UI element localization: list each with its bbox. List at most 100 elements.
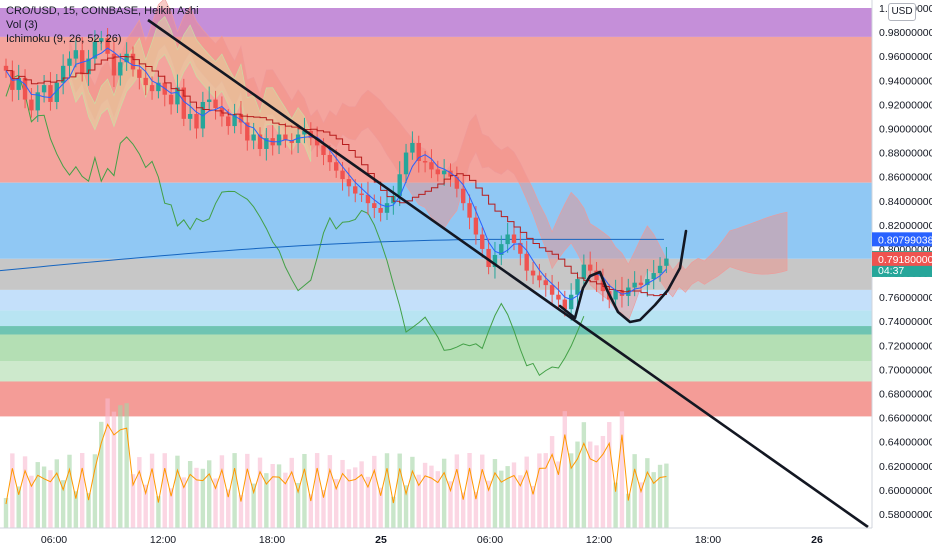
price-tick-label: 0.84000000 xyxy=(879,196,932,208)
price-tick-label: 0.62000000 xyxy=(879,461,932,473)
volume-bar xyxy=(270,463,275,528)
candle-body xyxy=(435,169,440,175)
candle-body xyxy=(149,85,155,92)
volume-bar xyxy=(397,453,402,528)
candle-body xyxy=(664,258,669,266)
volume-bar xyxy=(492,459,498,528)
volume-bar xyxy=(410,456,415,528)
price-tick-label: 0.68000000 xyxy=(879,389,932,401)
candle-body xyxy=(207,99,212,102)
volume-bar xyxy=(384,453,390,528)
currency-badge[interactable]: USD xyxy=(888,3,916,21)
price-tick-label: 0.92000000 xyxy=(879,99,932,111)
volume-bar xyxy=(467,453,472,528)
candle-body xyxy=(441,170,447,175)
candle-body xyxy=(194,114,199,129)
countdown-value: 04:37 xyxy=(878,265,904,277)
candle-body xyxy=(181,87,186,119)
volume-bar xyxy=(416,474,421,528)
volume-bar xyxy=(619,411,625,528)
candle-body xyxy=(22,77,28,100)
candle-body xyxy=(334,162,339,171)
volume-bar xyxy=(613,482,618,528)
volume-bar xyxy=(480,454,485,528)
candle-body xyxy=(99,38,104,42)
time-tick-label: 06:00 xyxy=(477,534,503,546)
candle-body xyxy=(302,130,307,135)
volume-bar xyxy=(219,455,225,528)
volume-bar xyxy=(16,486,21,528)
candle-body xyxy=(226,116,231,127)
price-tick-label: 0.98000000 xyxy=(879,27,932,39)
volume-bar xyxy=(245,453,250,528)
volume-bar xyxy=(118,405,123,528)
time-tick-label: 12:00 xyxy=(586,534,612,546)
ichimoku-cloud-bullish xyxy=(69,16,312,162)
candle-body xyxy=(137,69,142,78)
volume-bar xyxy=(549,436,555,528)
volume-bar xyxy=(441,458,447,528)
candle-body xyxy=(410,142,415,153)
volume-bar xyxy=(645,458,650,528)
candle-body xyxy=(638,282,644,286)
candle-body xyxy=(41,85,47,93)
volume-bar xyxy=(251,483,256,528)
volume-bar xyxy=(187,460,193,528)
volume-bar xyxy=(67,454,72,528)
price-tick-label: 0.86000000 xyxy=(879,172,932,184)
volume-bar xyxy=(143,484,148,528)
volume-ma-line xyxy=(5,423,667,505)
volume-bar xyxy=(327,455,333,528)
price-tick-label: 0.76000000 xyxy=(879,292,932,304)
candle-body xyxy=(124,53,129,63)
candle-body xyxy=(473,217,479,235)
price-tag xyxy=(872,232,932,247)
price-tick-label: 0.94000000 xyxy=(879,75,932,87)
candle-body xyxy=(492,254,498,268)
volume-bar xyxy=(391,496,396,528)
symbol-title[interactable]: CRO/USD, 15, COINBASE, Heikin Ashi xyxy=(6,5,199,17)
price-tick-label: 0.64000000 xyxy=(879,437,932,449)
candle-body xyxy=(54,82,59,102)
price-tick-label: 0.90000000 xyxy=(879,123,932,135)
volume-bar xyxy=(232,453,237,528)
zone-band-3 xyxy=(0,258,872,290)
volume-indicator-label[interactable]: Vol (3) xyxy=(6,19,38,31)
time-tick-label: 12:00 xyxy=(150,534,176,546)
zone-band-9 xyxy=(0,381,872,417)
candle-body xyxy=(657,265,663,274)
zone-band-5 xyxy=(0,310,872,327)
volume-bar xyxy=(537,453,542,528)
candle-body xyxy=(556,294,561,300)
candle-body xyxy=(251,134,256,141)
volume-bar xyxy=(200,468,206,528)
candle-body xyxy=(397,174,402,196)
candle-body xyxy=(537,275,542,281)
candle-body xyxy=(480,234,485,249)
candle-body xyxy=(467,203,472,218)
volume-bar xyxy=(422,462,428,528)
candle-body xyxy=(562,299,567,310)
price-tick-label: 0.60000000 xyxy=(879,485,932,497)
time-tick-label: 26 xyxy=(811,534,823,546)
volume-bar xyxy=(60,480,66,528)
candle-body xyxy=(372,203,377,208)
volume-bar xyxy=(454,454,460,528)
candle-body xyxy=(530,270,536,276)
ichimoku-indicator-label[interactable]: Ichimoku (9, 26, 52, 26) xyxy=(6,33,122,45)
candle-body xyxy=(651,273,656,280)
volume-bar xyxy=(41,466,47,528)
volume-bar xyxy=(632,454,637,528)
zone-band-1 xyxy=(0,36,872,183)
volume-bar xyxy=(181,477,186,528)
volume-bar xyxy=(626,493,631,528)
volume-bar xyxy=(600,435,606,528)
time-tick-label: 18:00 xyxy=(259,534,285,546)
volume-bar xyxy=(124,403,129,528)
volume-bar xyxy=(461,492,466,528)
zone-band-6 xyxy=(0,326,872,335)
zone-band-4 xyxy=(0,289,872,311)
time-tick-label: 06:00 xyxy=(41,534,67,546)
price-tick-label: 0.58000000 xyxy=(879,509,932,521)
